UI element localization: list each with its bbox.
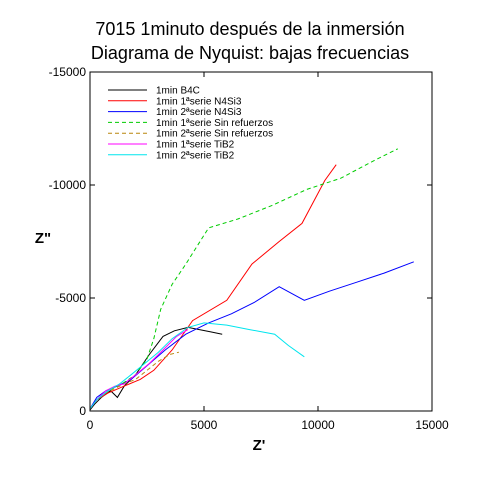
- chart-title-line-2: Diagrama de Nyquist: bajas frecuencias: [91, 43, 409, 63]
- plot-area: 0 5000 10000 15000 0 -5000 -10000 -15000: [49, 65, 449, 432]
- series-line-6: [90, 329, 189, 410]
- y-tick-label-3: -15000: [49, 65, 87, 79]
- legend-label-4: 1min 1ªserie Sin refuerzos: [156, 118, 273, 129]
- y-tick-label-2: -10000: [49, 178, 87, 192]
- chart-title-line-1: 7015 1minuto después de la inmersión: [95, 19, 404, 39]
- series-line-7: [90, 322, 305, 410]
- legend-label-3: 1min 2ªserie N4Si3: [156, 107, 242, 118]
- x-tick-label-2: 10000: [301, 418, 335, 432]
- legend-label-1: 1min B4C: [156, 86, 200, 97]
- legend-label-2: 1min 1ªserie N4Si3: [156, 96, 242, 107]
- y-tick-label-1: -5000: [55, 291, 86, 305]
- legend-label-6: 1min 1ªserie TiB2: [156, 140, 235, 151]
- legend-label-7: 1min 2ªserie TiB2: [156, 150, 235, 161]
- legend-label-5: 1min 2ªserie Sin refuerzos: [156, 129, 273, 140]
- y-tick-label-0: 0: [79, 404, 86, 418]
- series-group: [90, 148, 414, 411]
- y-axis-label: Z": [35, 230, 51, 247]
- x-tick-label-3: 15000: [415, 418, 449, 432]
- plot-frame: [89, 71, 433, 412]
- series-line-2: [90, 164, 337, 410]
- x-tick-label-1: 5000: [191, 418, 218, 432]
- x-tick-label-0: 0: [87, 418, 94, 432]
- x-axis-label: Z': [253, 437, 266, 454]
- series-line-4: [90, 148, 399, 410]
